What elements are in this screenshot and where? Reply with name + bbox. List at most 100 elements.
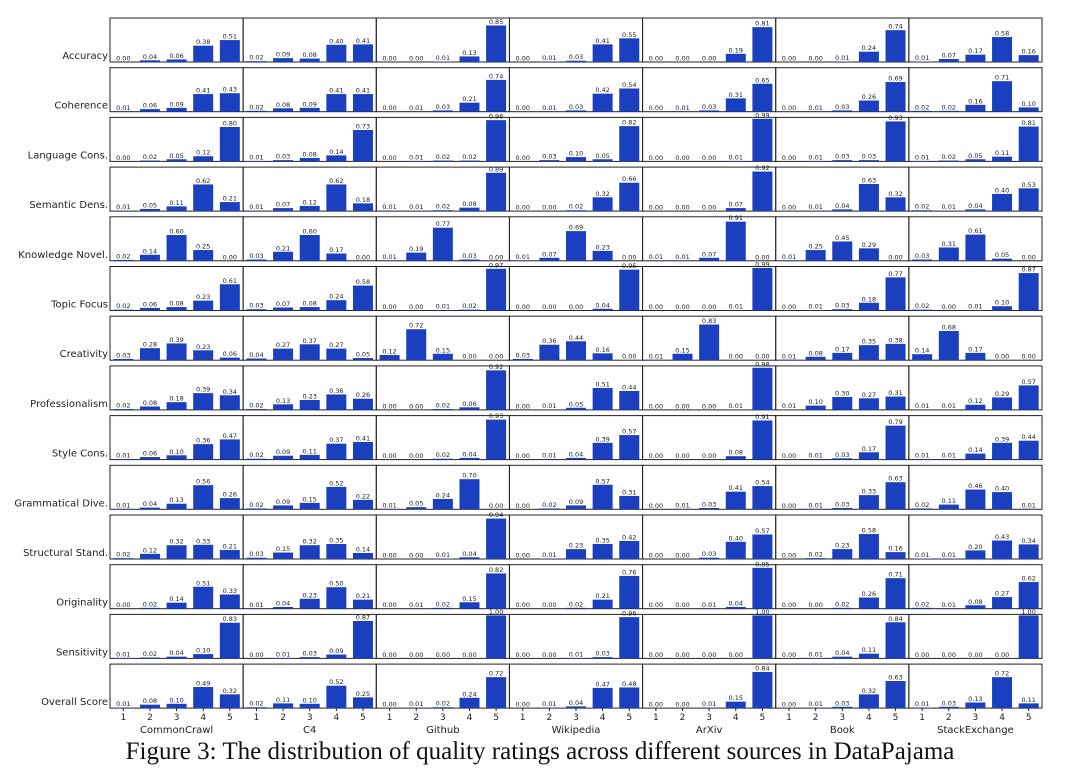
bar-value-label: 0.00 (675, 154, 689, 162)
bar-value-label: 0.62 (1021, 575, 1035, 583)
bar-value-label: 0.98 (755, 360, 769, 368)
x-tick-label: 3 (706, 713, 712, 723)
bar (246, 557, 267, 559)
bar-value-label: 0.00 (649, 601, 663, 609)
bar (432, 160, 453, 162)
bar-value-label: 0.01 (729, 153, 743, 161)
bar-value-label: 0.11 (169, 199, 183, 207)
bar-value-label: 0.03 (516, 351, 530, 359)
bar-value-label: 0.01 (276, 650, 290, 658)
bar (432, 210, 453, 212)
bar (858, 345, 879, 361)
bar (699, 110, 720, 112)
bar-value-label: 0.12 (302, 198, 316, 206)
row-label: Coherence (54, 101, 108, 112)
bar (938, 58, 959, 62)
bar-value-label: 0.03 (276, 153, 290, 161)
bar-value-label: 0.23 (835, 542, 849, 550)
bar-value-label: 0.02 (462, 153, 476, 161)
bar-value-label: 0.02 (143, 153, 157, 161)
bar-value-label: 0.01 (808, 452, 822, 460)
bar-value-label: 0.99 (755, 111, 769, 119)
bar-value-label: 0.00 (649, 204, 663, 212)
x-tick-label: 1 (653, 713, 659, 723)
bar-value-label: 0.01 (116, 700, 130, 708)
x-tick-label: 4 (733, 713, 739, 723)
bar (566, 60, 586, 62)
bar (432, 409, 453, 410)
bar-value-label: 0.01 (116, 203, 130, 211)
bar-value-label: 0.96 (622, 610, 636, 618)
bar (858, 694, 879, 709)
bar-value-label: 0.01 (382, 501, 396, 509)
bar (299, 205, 320, 212)
bar (432, 227, 453, 261)
bar-value-label: 0.35 (329, 536, 343, 544)
bar (885, 552, 906, 559)
bar-value-label: 0.72 (489, 670, 503, 678)
bar (193, 687, 214, 709)
bar-value-label: 0.11 (1021, 696, 1035, 704)
bar-value-label: 0.00 (409, 452, 423, 460)
bar-value-label: 0.25 (356, 690, 370, 698)
bar-value-label: 0.02 (915, 501, 929, 509)
bar (539, 257, 560, 261)
bar-value-label: 0.04 (835, 202, 849, 210)
bar-value-label: 0.16 (968, 97, 982, 105)
bar (592, 93, 613, 112)
bar-value-label: 0.09 (329, 647, 343, 655)
bar-value-label: 0.27 (329, 341, 343, 349)
bar-value-label: 0.09 (569, 498, 583, 506)
bar (858, 160, 879, 162)
bar-value-label: 0.03 (835, 103, 849, 111)
x-tick-label: 2 (813, 713, 819, 723)
bar (193, 45, 214, 62)
x-tick-label: 1 (919, 713, 925, 723)
bar-value-label: 0.17 (835, 345, 849, 353)
bar (858, 51, 879, 62)
bar (885, 197, 906, 212)
bar (725, 701, 746, 709)
bar-value-label: 0.10 (169, 448, 183, 456)
bar-value-label: 0.03 (116, 351, 130, 359)
bar-value-label: 0.74 (888, 23, 902, 31)
bar (805, 405, 826, 410)
bar-value-label: 0.00 (649, 104, 663, 112)
bar-value-label: 0.83 (702, 317, 716, 325)
bar-value-label: 1.00 (755, 608, 769, 616)
bar (166, 656, 187, 659)
bar-value-label: 0.01 (702, 700, 716, 708)
row-label: Originality (56, 598, 108, 609)
bar (832, 706, 853, 709)
bar-value-label: 0.00 (755, 253, 769, 261)
bar-value-label: 0.00 (516, 651, 530, 659)
bar-value-label: 0.57 (1021, 378, 1035, 386)
bar-value-label: 0.05 (356, 351, 370, 359)
bar-value-label: 0.04 (249, 351, 263, 359)
bar-value-label: 0.32 (862, 687, 876, 695)
bar (326, 685, 347, 709)
bar-value-label: 0.02 (143, 650, 157, 658)
bar (699, 324, 720, 361)
bar-value-label: 0.01 (915, 54, 929, 62)
bar (326, 184, 347, 212)
bar-value-label: 0.01 (409, 601, 423, 609)
bar-value-label: 0.08 (302, 300, 316, 308)
bar-value-label: 0.13 (968, 695, 982, 703)
bar-value-label: 0.74 (489, 72, 503, 80)
bar (406, 252, 427, 261)
bar-value-label: 0.02 (462, 302, 476, 310)
bar-value-label: 0.13 (276, 397, 290, 405)
bar-value-label: 0.52 (329, 678, 343, 686)
bar (992, 306, 1013, 311)
bar-value-label: 0.23 (196, 343, 210, 351)
bar-value-label: 0.00 (649, 55, 663, 63)
bar-value-label: 0.00 (489, 502, 503, 510)
bar-value-label: 0.19 (729, 46, 743, 54)
bar (566, 231, 586, 261)
bar-value-label: 0.02 (569, 600, 583, 608)
bar-value-label: 0.85 (489, 18, 503, 26)
bar-value-label: 0.09 (302, 100, 316, 108)
bar (965, 352, 986, 361)
bar-value-label: 0.21 (356, 592, 370, 600)
